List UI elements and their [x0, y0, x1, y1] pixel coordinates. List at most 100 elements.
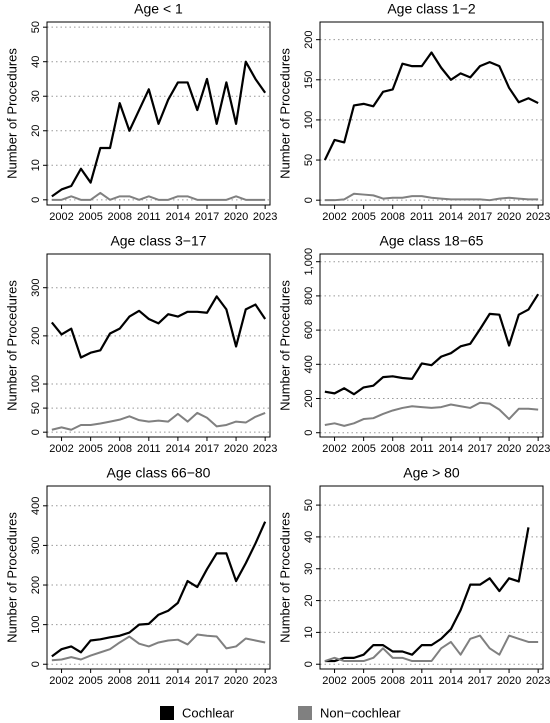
y-tick-label: 10 — [303, 626, 315, 638]
x-tick-label: 2014 — [166, 443, 190, 455]
y-tick-label: 0 — [30, 661, 42, 667]
x-tick-label: 2023 — [253, 443, 277, 455]
y-axis-label: Number of Procedures — [277, 280, 292, 411]
y-tick-label: 0 — [303, 430, 315, 436]
x-tick-label: 2002 — [49, 211, 73, 223]
y-tick-label: 0 — [303, 197, 315, 203]
x-tick-label: 2005 — [78, 675, 102, 687]
x-tick-label: 2005 — [351, 675, 375, 687]
y-tick-label: 100 — [30, 375, 42, 393]
y-tick-label: 50 — [303, 154, 315, 166]
x-tick-label: 2014 — [439, 443, 463, 455]
plot-frame — [319, 485, 544, 670]
y-tick-label: 600 — [303, 321, 315, 339]
y-tick-label: 50 — [303, 499, 315, 511]
legend-swatch — [160, 706, 174, 720]
x-tick-label: 2020 — [497, 675, 521, 687]
y-tick-label: 40 — [30, 56, 42, 68]
x-tick-label: 2023 — [253, 211, 277, 223]
x-tick-label: 2014 — [166, 211, 190, 223]
panel-title: Age class 1−2 — [387, 1, 476, 17]
y-tick-label: 400 — [30, 497, 42, 515]
x-tick-label: 2017 — [195, 675, 219, 687]
x-tick-label: 2008 — [107, 211, 131, 223]
plot-frame — [319, 253, 544, 438]
x-tick-label: 2002 — [322, 211, 346, 223]
x-tick-label: 2017 — [468, 443, 492, 455]
y-tick-label: 30 — [303, 563, 315, 575]
x-tick-label: 2011 — [137, 443, 161, 455]
x-tick-label: 2020 — [497, 443, 521, 455]
y-tick-label: 0 — [30, 197, 42, 203]
y-tick-label: 200 — [303, 30, 315, 48]
y-tick-label: 300 — [30, 279, 42, 297]
y-tick-label: 200 — [30, 576, 42, 594]
series-line — [324, 634, 539, 663]
y-tick-label: 0 — [303, 661, 315, 667]
series-line — [324, 192, 539, 202]
y-axis-label: Number of Procedures — [4, 48, 19, 179]
x-tick-label: 2008 — [107, 675, 131, 687]
x-tick-label: 2011 — [410, 443, 434, 455]
y-tick-label: 0 — [30, 429, 42, 435]
x-tick-label: 2011 — [137, 675, 161, 687]
y-tick-label: 100 — [30, 615, 42, 633]
x-tick-label: 2023 — [526, 675, 550, 687]
x-tick-label: 2017 — [195, 211, 219, 223]
y-tick-label: 20 — [303, 594, 315, 606]
series-line — [51, 633, 266, 662]
y-tick-label: 10 — [30, 159, 42, 171]
y-axis-label: Number of Procedures — [277, 48, 292, 179]
plot-frame — [319, 21, 544, 206]
series-line — [324, 527, 530, 663]
x-tick-label: 2008 — [380, 443, 404, 455]
x-tick-label: 2017 — [468, 211, 492, 223]
y-tick-label: 30 — [30, 90, 42, 102]
series-line — [51, 60, 267, 198]
x-tick-label: 2020 — [224, 211, 248, 223]
y-tick-label: 100 — [303, 111, 315, 129]
x-tick-label: 2011 — [137, 211, 161, 223]
x-tick-label: 2005 — [351, 443, 375, 455]
y-tick-label: 400 — [303, 355, 315, 373]
x-tick-label: 2005 — [78, 443, 102, 455]
panel-title: Age class 18−65 — [380, 233, 484, 249]
y-tick-label: 20 — [30, 125, 42, 137]
x-tick-label: 2020 — [224, 675, 248, 687]
x-tick-label: 2002 — [49, 443, 73, 455]
x-tick-label: 2005 — [351, 211, 375, 223]
x-tick-label: 2014 — [166, 675, 190, 687]
x-tick-label: 2005 — [78, 211, 102, 223]
x-tick-label: 2014 — [439, 211, 463, 223]
plot-frame — [46, 21, 271, 206]
plot-frame — [46, 485, 271, 670]
y-tick-label: 40 — [303, 531, 315, 543]
x-tick-label: 2011 — [410, 675, 434, 687]
series-line — [50, 295, 267, 359]
x-tick-label: 2017 — [195, 443, 219, 455]
plot-frame — [46, 253, 271, 438]
y-tick-label: 200 — [303, 389, 315, 407]
panel-title: Age class 66−80 — [107, 465, 211, 481]
x-tick-label: 2023 — [526, 211, 550, 223]
panel-title: Age > 80 — [403, 465, 460, 481]
x-tick-label: 2002 — [322, 675, 346, 687]
series-line — [51, 411, 266, 431]
x-tick-label: 2017 — [468, 675, 492, 687]
series-line — [323, 51, 539, 161]
y-tick-label: 50 — [30, 402, 42, 414]
series-line — [324, 293, 540, 396]
x-tick-label: 2011 — [410, 211, 434, 223]
x-tick-label: 2008 — [380, 675, 404, 687]
series-line — [324, 401, 539, 427]
legend-label: Cochlear — [182, 705, 235, 720]
x-tick-label: 2002 — [322, 443, 346, 455]
x-tick-label: 2002 — [49, 675, 73, 687]
y-axis-label: Number of Procedures — [4, 512, 19, 643]
x-tick-label: 2014 — [439, 675, 463, 687]
y-tick-label: 150 — [303, 71, 315, 89]
y-axis-label: Number of Procedures — [4, 280, 19, 411]
x-tick-label: 2008 — [380, 211, 404, 223]
y-axis-label: Number of Procedures — [277, 512, 292, 643]
